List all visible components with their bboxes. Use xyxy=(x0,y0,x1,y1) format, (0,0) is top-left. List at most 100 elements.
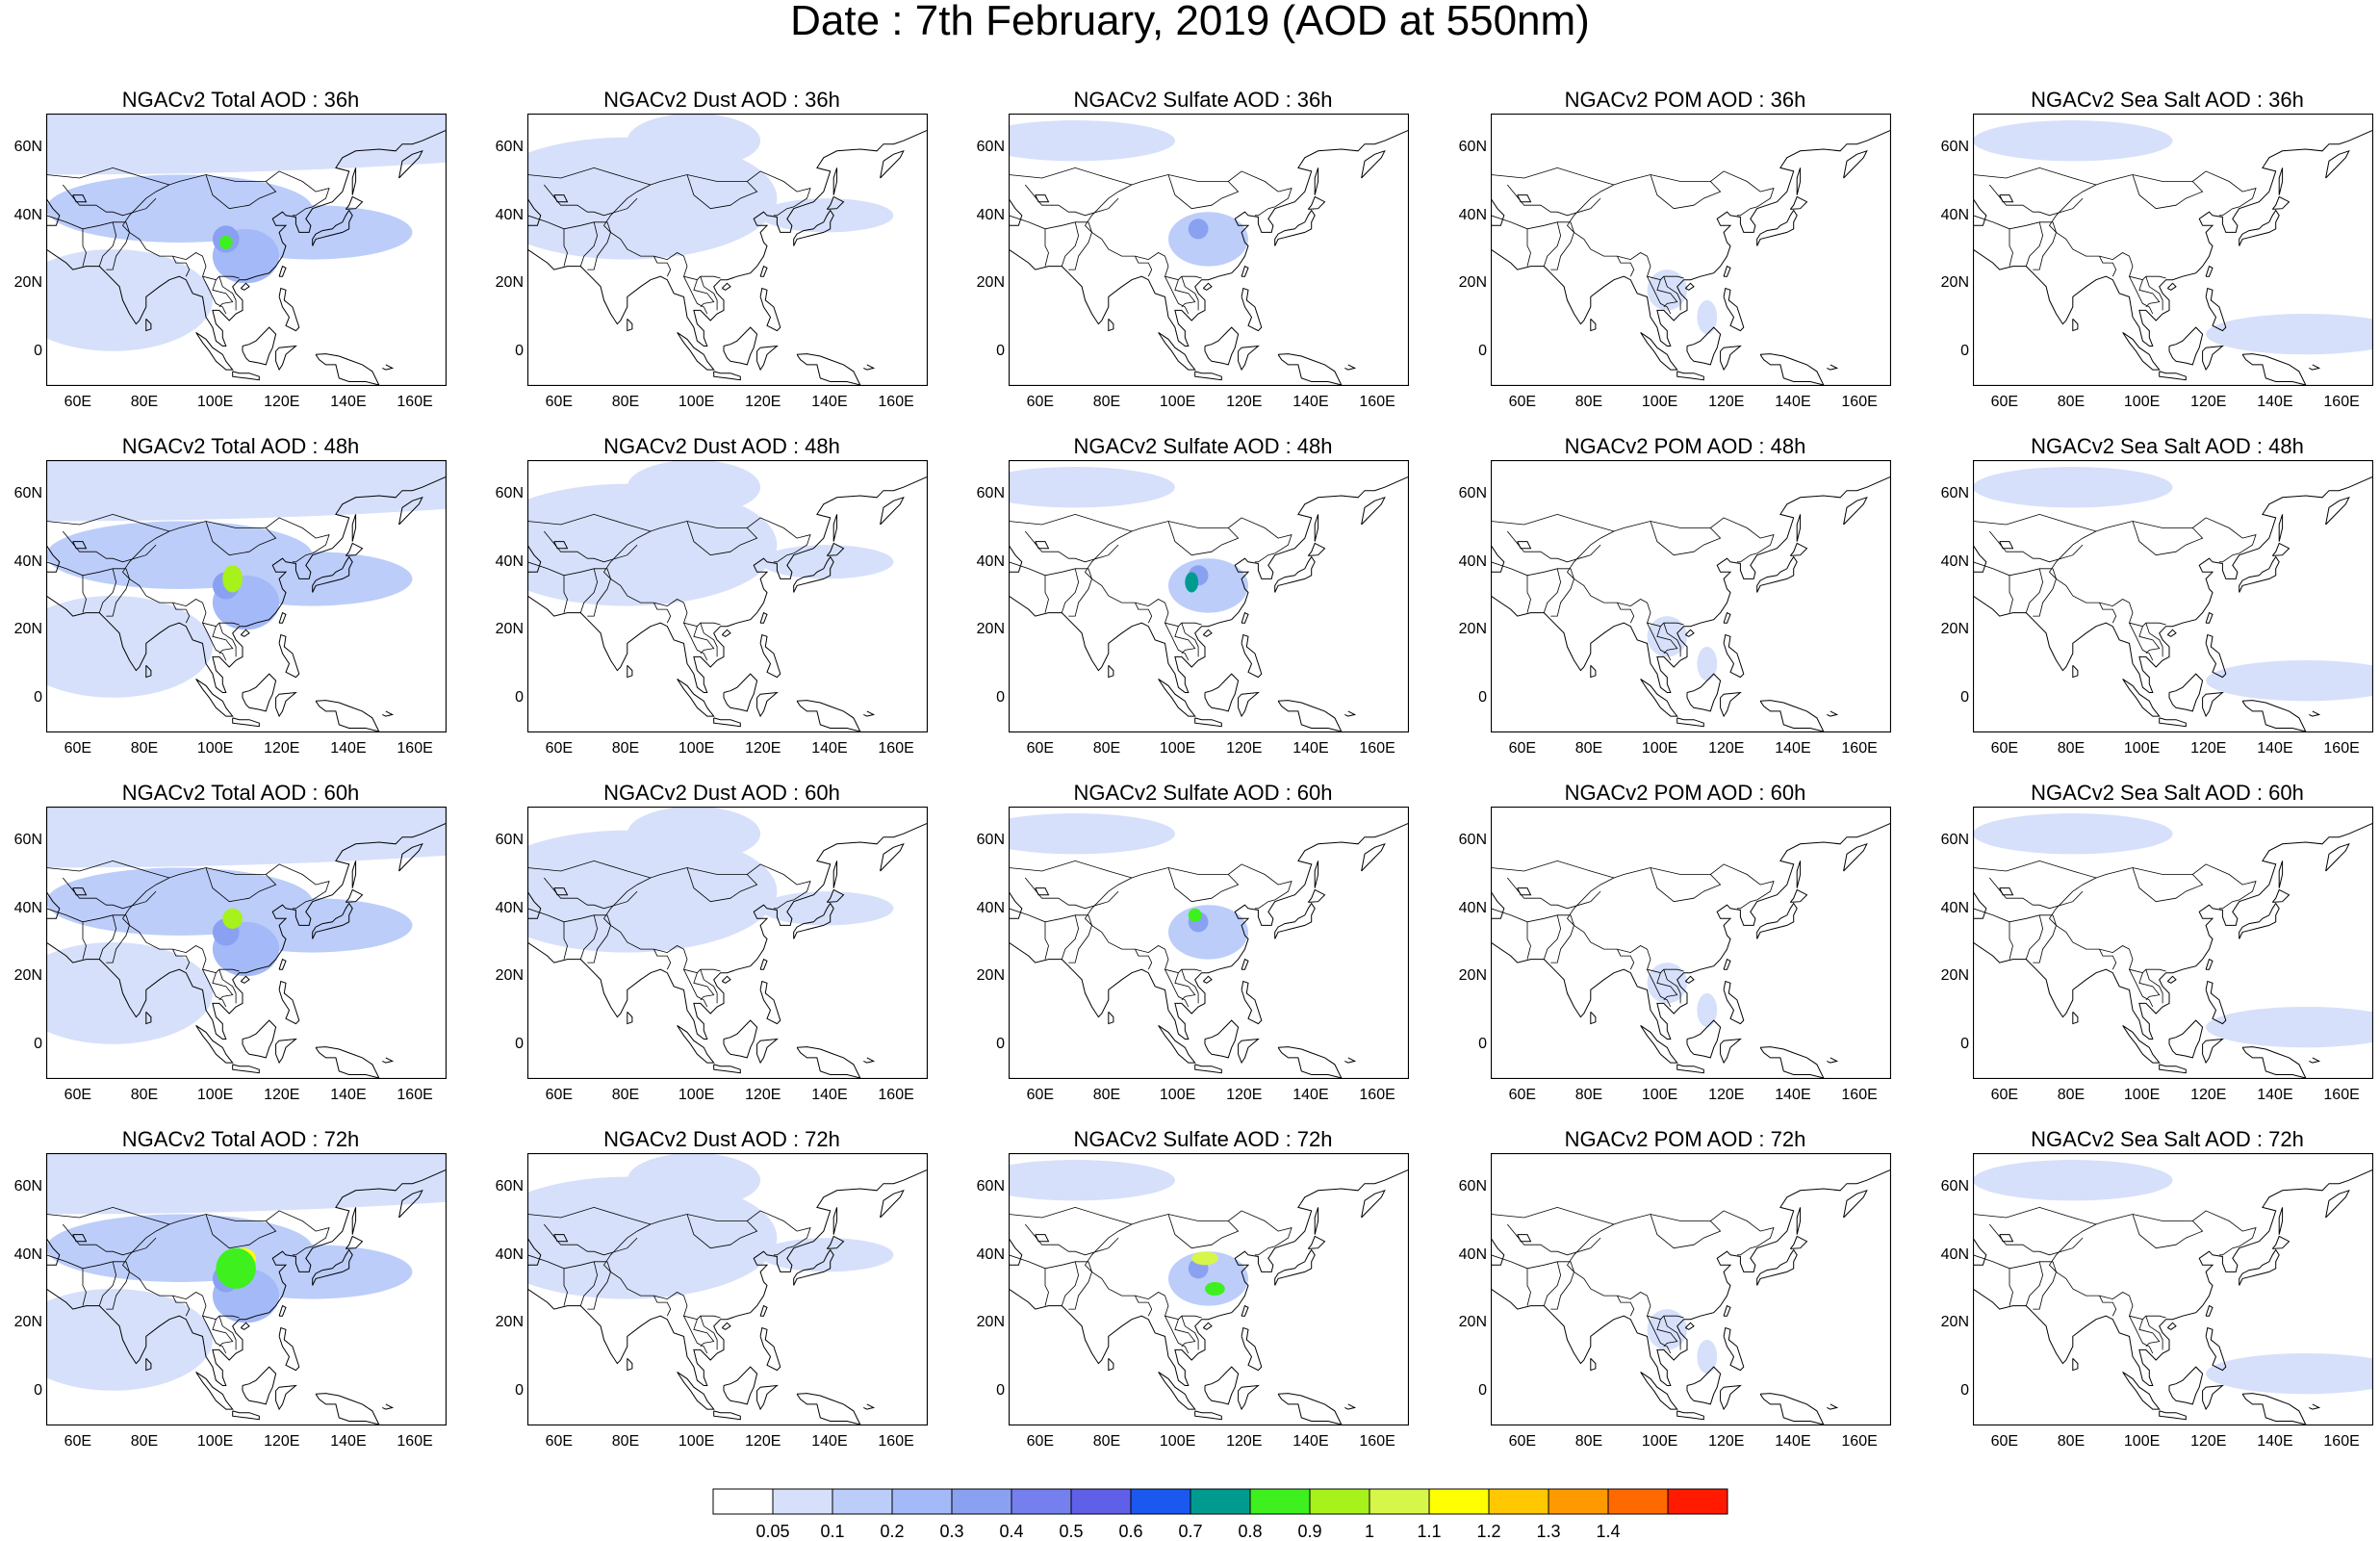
lon-tick-label: 80E xyxy=(131,395,158,410)
colorbar-swatch xyxy=(832,1489,892,1514)
lat-tick-label: 0 xyxy=(34,344,42,359)
colorbar-label: 0.5 xyxy=(1059,1523,1083,1540)
lon-tick-label: 140E xyxy=(330,1088,366,1103)
map-plot xyxy=(1491,460,1891,732)
lon-tick-label: 80E xyxy=(612,741,639,757)
lat-tick-label: 0 xyxy=(34,1383,42,1399)
lon-tick-label: 60E xyxy=(546,1088,573,1103)
map-background xyxy=(1491,807,1890,1078)
map-panel: NGACv2 Sulfate AOD : 48h 60N 40N 20N 0 60E 80E… xyxy=(1001,435,1405,753)
map-plot xyxy=(1009,114,1409,386)
lon-tick-label: 80E xyxy=(612,1088,639,1103)
lon-tick-label: 60E xyxy=(546,1434,573,1450)
map-plot xyxy=(1491,1153,1891,1425)
aod-field xyxy=(1189,218,1209,239)
colorbar-label: 0.2 xyxy=(880,1523,904,1540)
lon-tick-label: 140E xyxy=(2257,395,2292,410)
lon-tick-label: 100E xyxy=(197,1088,233,1103)
lon-tick-label: 140E xyxy=(811,741,847,757)
map-panel: NGACv2 Sulfate AOD : 36h 60N 40N 20N 0 60E 80E… xyxy=(1001,89,1405,406)
lon-tick-label: 120E xyxy=(264,395,299,410)
lat-tick-label: 60N xyxy=(1941,1179,1969,1194)
lat-tick-label: 60N xyxy=(977,833,1005,848)
lat-tick-label: 20N xyxy=(14,622,42,637)
map-plot xyxy=(527,807,928,1079)
colorbar-swatch xyxy=(713,1489,773,1514)
map-panel: NGACv2 Total AOD : 48h 60N 40N 20N 0 60E 80E 10… xyxy=(38,435,443,753)
lon-tick-label: 100E xyxy=(1160,395,1195,410)
lat-tick-label: 20N xyxy=(1459,622,1487,637)
lon-tick-label: 80E xyxy=(1093,1088,1120,1103)
lon-tick-label: 140E xyxy=(330,395,366,410)
lon-tick-label: 60E xyxy=(546,741,573,757)
panel-title: NGACv2 POM AOD : 36h xyxy=(1483,89,1887,112)
aod-field xyxy=(1973,813,2173,854)
lat-tick-label: 40N xyxy=(977,901,1005,916)
lon-tick-label: 140E xyxy=(1775,1434,1810,1450)
lat-tick-label: 20N xyxy=(14,1315,42,1330)
aod-field xyxy=(627,1153,760,1207)
lat-tick-label: 0 xyxy=(515,1383,524,1399)
lon-tick-label: 120E xyxy=(745,1434,781,1450)
lon-tick-label: 60E xyxy=(1991,1088,2018,1103)
aod-field xyxy=(1973,1160,2173,1200)
panel-title: NGACv2 Sea Salt AOD : 36h xyxy=(1965,89,2369,112)
lon-tick-label: 120E xyxy=(1226,1434,1262,1450)
lat-tick-label: 40N xyxy=(1459,1247,1487,1263)
panel-title: NGACv2 Sea Salt AOD : 72h xyxy=(1965,1128,2369,1151)
lon-tick-label: 140E xyxy=(811,1088,847,1103)
lon-tick-label: 140E xyxy=(330,741,366,757)
lon-tick-label: 120E xyxy=(745,1088,781,1103)
lon-tick-label: 80E xyxy=(1575,1088,1602,1103)
lat-tick-label: 20N xyxy=(1459,1315,1487,1330)
lat-tick-label: 60N xyxy=(977,486,1005,501)
colorbar-swatch xyxy=(1489,1489,1548,1514)
lat-tick-label: 40N xyxy=(977,208,1005,223)
lon-tick-label: 120E xyxy=(2190,1088,2226,1103)
lon-tick-label: 140E xyxy=(1775,395,1810,410)
lat-tick-label: 40N xyxy=(1459,901,1487,916)
lat-tick-label: 60N xyxy=(1459,1179,1487,1194)
lon-tick-label: 80E xyxy=(1093,741,1120,757)
lon-tick-label: 120E xyxy=(2190,395,2226,410)
colorbar-label: 1.2 xyxy=(1476,1523,1500,1540)
lon-tick-label: 80E xyxy=(2058,1434,2085,1450)
aod-field xyxy=(46,807,447,867)
lon-tick-label: 160E xyxy=(878,1434,913,1450)
lon-tick-label: 160E xyxy=(878,395,913,410)
colorbar-swatch xyxy=(1548,1489,1608,1514)
map-plot xyxy=(1491,807,1891,1079)
lon-tick-label: 80E xyxy=(1575,1434,1602,1450)
aod-field xyxy=(1168,558,1248,612)
lon-tick-label: 80E xyxy=(612,395,639,410)
lon-tick-label: 160E xyxy=(2323,1434,2359,1450)
lon-tick-label: 100E xyxy=(678,395,714,410)
lon-tick-label: 80E xyxy=(612,1434,639,1450)
lon-tick-label: 140E xyxy=(811,395,847,410)
lon-tick-label: 120E xyxy=(1708,741,1744,757)
lat-tick-label: 40N xyxy=(496,554,524,570)
map-panel: NGACv2 POM AOD : 72h 60N 40N 20N 0 60E 80E 100E… xyxy=(1483,1128,1887,1446)
map-panel: NGACv2 Sea Salt AOD : 36h 60N 40N 20N 0 60E 80… xyxy=(1965,89,2369,406)
map-plot xyxy=(1973,114,2373,386)
map-panel: NGACv2 Total AOD : 72h 60N 40N 20N 0 60E 80E 10… xyxy=(38,1128,443,1446)
colorbar-swatch xyxy=(1190,1489,1250,1514)
lat-tick-label: 20N xyxy=(14,275,42,291)
colorbar-swatch xyxy=(1071,1489,1131,1514)
map-plot xyxy=(527,460,928,732)
colorbar-swatch xyxy=(1429,1489,1489,1514)
lon-tick-label: 100E xyxy=(197,395,233,410)
lat-tick-label: 0 xyxy=(34,690,42,706)
lon-tick-label: 160E xyxy=(397,1088,432,1103)
map-plot xyxy=(1009,807,1409,1079)
lat-tick-label: 20N xyxy=(496,275,524,291)
map-plot xyxy=(46,1153,447,1425)
aod-field xyxy=(46,460,447,521)
lat-tick-label: 0 xyxy=(996,1383,1005,1399)
panel-title: NGACv2 Dust AOD : 72h xyxy=(520,1128,924,1151)
lon-tick-label: 140E xyxy=(1292,1434,1328,1450)
aod-field xyxy=(1168,905,1248,959)
colorbar-label: 0.05 xyxy=(755,1523,789,1540)
colorbar-label: 0.6 xyxy=(1118,1523,1142,1540)
lon-tick-label: 80E xyxy=(1093,395,1120,410)
